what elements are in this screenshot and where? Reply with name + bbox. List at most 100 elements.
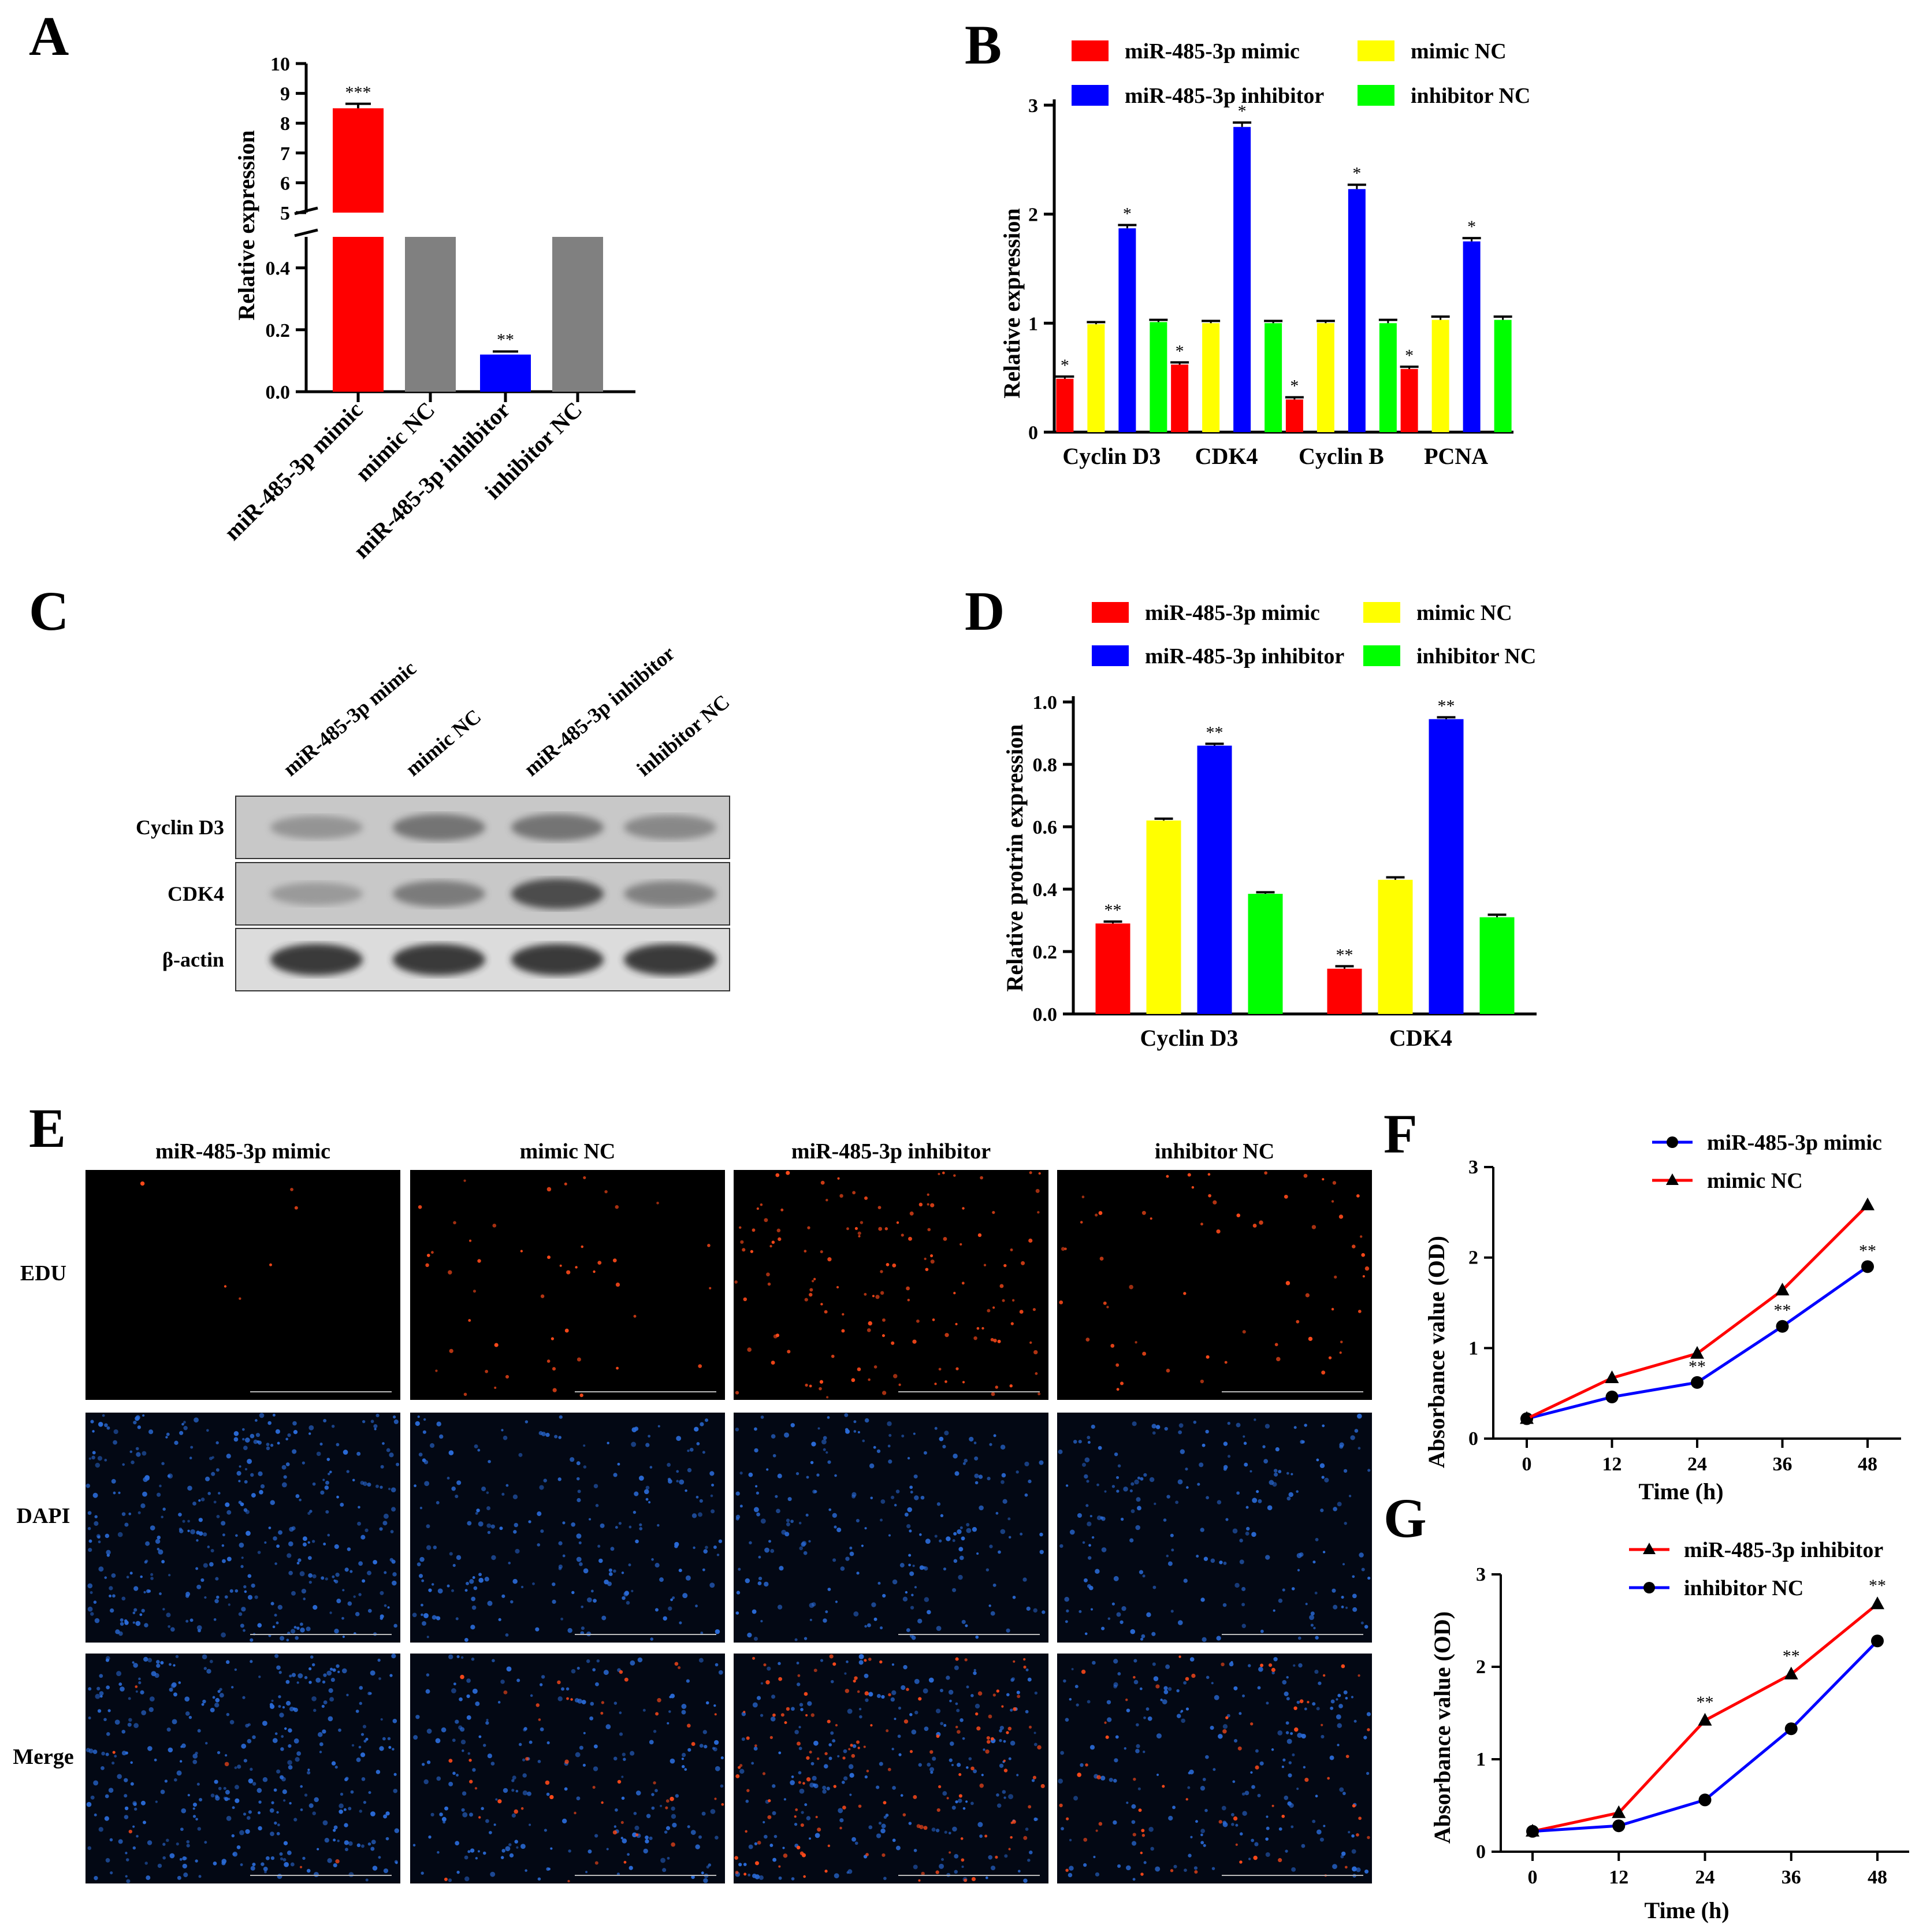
chart-b-legend-swatch (1072, 85, 1109, 106)
panel-label-g: G (1384, 1487, 1427, 1549)
blot-band (624, 815, 716, 840)
micrograph-row-label: Merge (13, 1745, 73, 1769)
chart-b-significance: * (1352, 164, 1361, 183)
panel-label-d: D (965, 580, 1005, 642)
panel-label-a: A (29, 5, 69, 67)
blot-lane-label: mimic NC (401, 705, 485, 781)
chart-f-legend-marker (1666, 1173, 1679, 1185)
blot-band (270, 943, 363, 976)
chart-a-ytick: 0.4 (266, 258, 291, 280)
chart-f-ytick: 1 (1468, 1337, 1478, 1359)
chart-b: Relative expression 0 1 2 3 Cyclin D3 * * CDK4 *… (999, 39, 1530, 469)
chart-f-point (1775, 1283, 1790, 1296)
chart-a-ylabel: Relative expression (233, 130, 259, 320)
chart-f-point (1605, 1390, 1619, 1403)
panel-label-c: C (29, 580, 69, 642)
chart-a: Relative expression 0.0 0.2 0.4 5 6 7 8 9 10 *** m… (219, 54, 635, 563)
chart-b-ytick: 2 (1028, 205, 1038, 226)
chart-d-legend-label: mimic NC (1416, 601, 1512, 625)
chart-d-legend-label: inhibitor NC (1416, 644, 1536, 668)
chart-f-significance: ** (1689, 1357, 1706, 1376)
chart-a-ytick: 6 (280, 173, 290, 194)
chart-b-bar (1056, 378, 1074, 432)
blot-row-label: β-actin (162, 948, 224, 971)
chart-d-legend-swatch (1092, 602, 1129, 623)
chart-d-bar (1146, 820, 1181, 1014)
chart-f-significance: ** (1859, 1241, 1876, 1260)
chart-d-bar (1095, 923, 1130, 1014)
chart-b-significance: * (1061, 356, 1069, 375)
panel-label-f: F (1384, 1103, 1418, 1165)
blot-band (393, 943, 485, 976)
micrograph-image (734, 1413, 1048, 1643)
chart-b-legend-label: miR-485-3p inhibitor (1125, 84, 1324, 108)
chart-f-point (1690, 1346, 1704, 1359)
chart-d-xtick: Cyclin D3 (1140, 1025, 1239, 1051)
chart-d: Relative protrin expression 0.0 0.2 0.4 0.6… (1002, 601, 1537, 1051)
chart-f-ytick: 0 (1468, 1428, 1478, 1450)
chart-a-ytick: 10 (270, 54, 290, 75)
chart-d-significance: ** (1104, 901, 1122, 920)
chart-b-significance: * (1467, 217, 1476, 236)
micrograph-row-label: EDU (20, 1261, 66, 1285)
chart-b-significance: * (1176, 341, 1184, 361)
chart-b-ylabel: Relative expression (999, 208, 1025, 398)
chart-d-ytick: 0.4 (1033, 879, 1058, 901)
chart-b-bar (1463, 241, 1481, 432)
blot-band (270, 882, 363, 905)
chart-d-legend-swatch (1363, 602, 1400, 623)
chart-b-xtick: Cyclin B (1299, 443, 1384, 469)
chart-b-bar (1316, 323, 1334, 432)
chart-g-legend-marker (1643, 1543, 1656, 1554)
chart-b-bar (1285, 399, 1303, 432)
chart-a-bar (405, 237, 456, 392)
chart-a-ytick: 9 (280, 84, 290, 105)
chart-a-ytick: 8 (280, 113, 290, 135)
chart-f-point (1861, 1260, 1874, 1273)
chart-b-ytick: 3 (1028, 95, 1038, 117)
blot-band (511, 813, 604, 841)
chart-g-significance: ** (1869, 1576, 1886, 1595)
blot-band (393, 880, 485, 907)
chart-a-ytick: 0.2 (266, 320, 291, 341)
micrograph-column-label: inhibitor NC (1155, 1139, 1274, 1164)
chart-b-bar (1233, 127, 1251, 432)
chart-f-point (1861, 1197, 1875, 1210)
chart-g-xtick: 0 (1528, 1867, 1538, 1888)
chart-b-bar (1118, 228, 1136, 432)
chart-d-ytick: 0.2 (1033, 942, 1058, 963)
chart-g-significance: ** (1697, 1693, 1714, 1712)
micrograph-grid: miR-485-3p mimic mimic NC miR-485-3p inhib… (13, 1139, 1372, 1883)
chart-f-significance: ** (1774, 1301, 1791, 1320)
chart-g-point (1784, 1722, 1798, 1736)
micrograph-image (85, 1170, 400, 1400)
blot-band (270, 815, 363, 839)
micrograph-image (734, 1170, 1048, 1400)
chart-g-legend-marker (1643, 1582, 1655, 1593)
chart-d-ytick: 0.0 (1033, 1004, 1058, 1026)
micrograph-image (410, 1170, 725, 1400)
chart-b-significance: * (1290, 377, 1299, 396)
chart-d-ytick: 0.8 (1033, 755, 1058, 776)
blot-lane-label: inhibitor NC (632, 690, 734, 781)
chart-a-bar (333, 108, 384, 213)
chart-b-bar (1202, 323, 1220, 432)
chart-g-ytick: 2 (1476, 1656, 1486, 1678)
chart-a-significance: *** (345, 83, 371, 102)
micrograph-column-label: miR-485-3p inhibitor (791, 1139, 991, 1164)
micrograph-row-label: DAPI (17, 1504, 70, 1528)
chart-a-bar (552, 237, 603, 392)
chart-b-significance: * (1123, 205, 1132, 224)
chart-f-ytick: 3 (1468, 1157, 1478, 1178)
chart-g-point (1870, 1596, 1884, 1610)
chart-d-bar (1378, 879, 1413, 1014)
chart-g-legend-label: inhibitor NC (1684, 1576, 1803, 1600)
chart-b-bar (1379, 323, 1397, 432)
chart-g-xtick: 24 (1695, 1867, 1715, 1888)
chart-a-bar (480, 354, 531, 392)
chart-b-legend-swatch (1358, 85, 1394, 106)
chart-b-legend-swatch (1358, 40, 1394, 61)
